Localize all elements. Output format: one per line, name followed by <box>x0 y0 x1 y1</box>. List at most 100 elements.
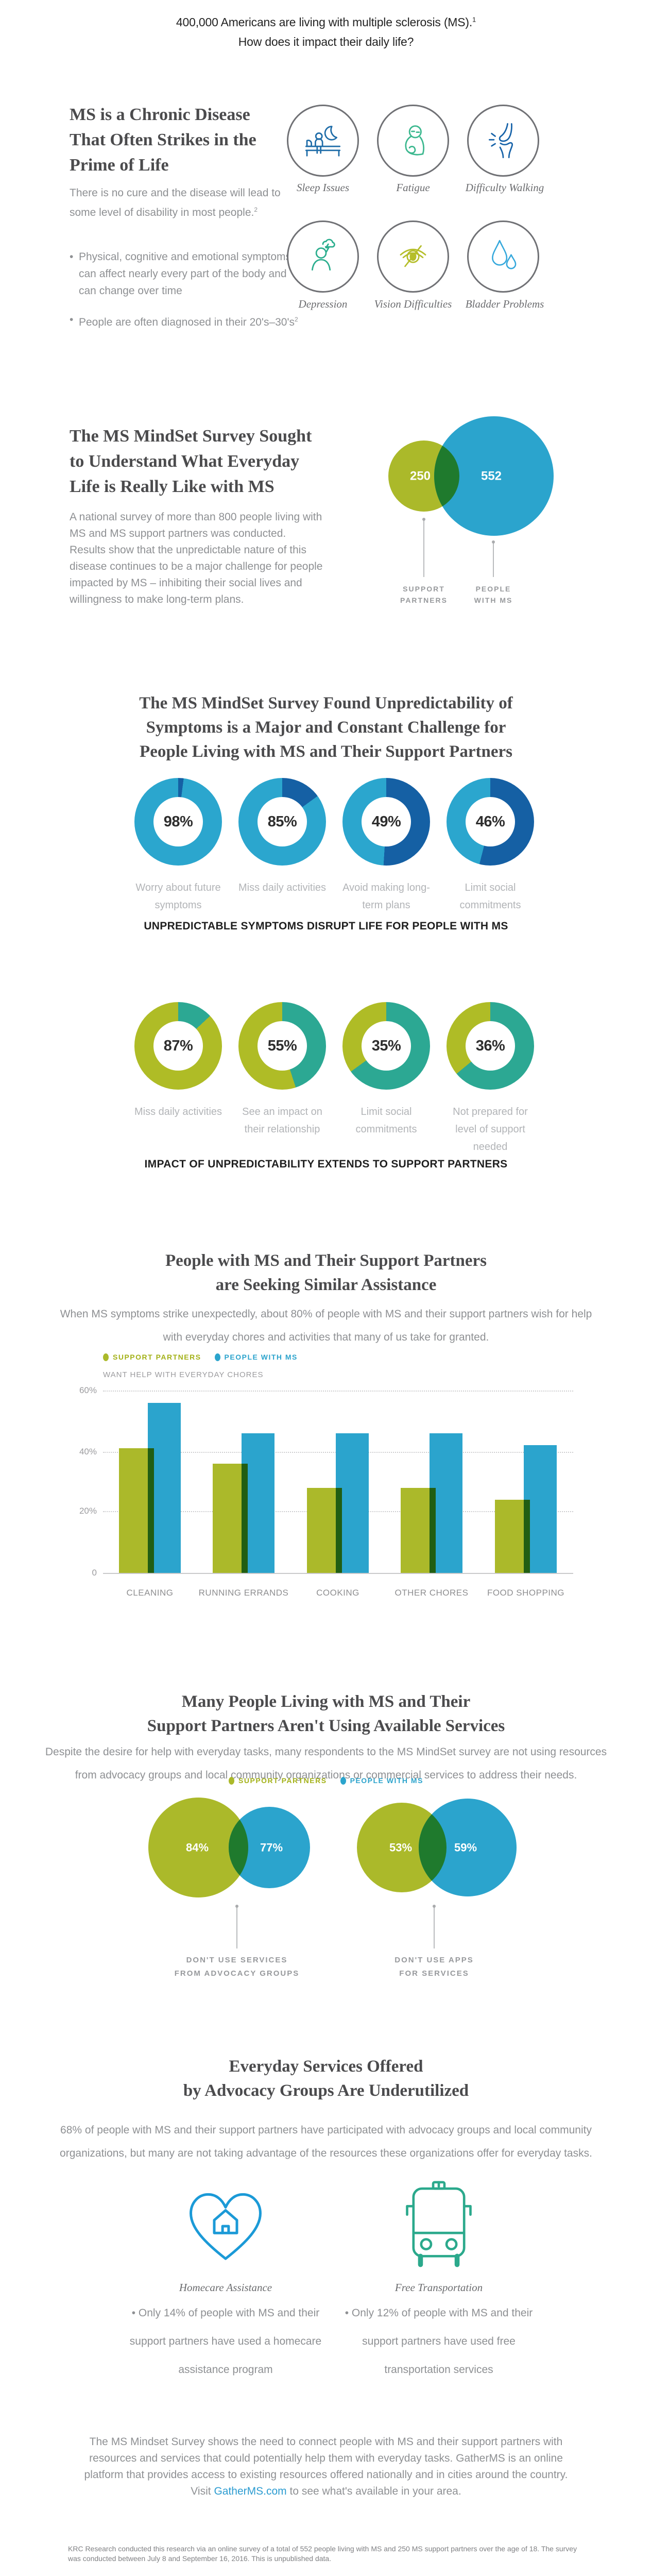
bar-chart-legend: SUPPORT PARTNERS PEOPLE WITH MS <box>103 1353 298 1361</box>
footnote-ref: 1 <box>472 15 476 24</box>
category-label: RUNNING ERRANDS <box>198 1588 289 1598</box>
advocacy-services-venn: 84% 77% <box>148 1798 310 1897</box>
legend-people-with-ms: PEOPLE WITH MS <box>214 1353 298 1361</box>
donut-chart: 87% <box>134 1002 222 1090</box>
survey-sample-venn: 250 552 <box>388 416 554 536</box>
homecare-assistance-icon <box>190 2193 262 2260</box>
bladder-problems-icon <box>492 240 517 269</box>
donut-hole: 98% <box>153 797 203 846</box>
symptom-label: Depression <box>298 298 348 310</box>
bar-chart-plot <box>103 1391 573 1574</box>
donut-label: See an impact on their relationship <box>242 1106 322 1135</box>
donut-chart: 85% <box>238 778 326 866</box>
donut-percent: 49% <box>371 813 401 830</box>
section3-title: The MS MindSet Survey Found Unpredictabi… <box>139 694 513 761</box>
bullet-icon: • <box>131 2307 139 2319</box>
symptom-label: Sleep Issues <box>296 181 350 194</box>
donut-cell: 46% Limit social commitments <box>438 778 542 914</box>
symptom-circle-sleep <box>287 105 359 177</box>
donut-cell: 85% Miss daily activities <box>230 778 334 914</box>
venn-ms-circle <box>434 416 554 536</box>
footnote-ref: 2 <box>254 206 258 213</box>
donut-cell: 35% Limit social commitments <box>334 1002 438 1156</box>
donut-chart: 35% <box>342 1002 430 1090</box>
depression-icon <box>311 239 335 271</box>
symptom-circle-depression <box>287 221 359 293</box>
venn-support-pct: 84% <box>186 1841 209 1854</box>
section4-title: People with MS and Their Support Partner… <box>165 1251 487 1294</box>
donut-hole: 36% <box>466 1021 515 1071</box>
references-block: KRC Research conducted this research via… <box>68 2544 588 2576</box>
symptom-label: Fatigue <box>396 181 430 194</box>
venn-ms-pct: 59% <box>454 1841 477 1854</box>
donut-hole: 46% <box>466 797 515 846</box>
gridline-60 <box>103 1391 573 1392</box>
venn-ms-circle <box>419 1799 517 1896</box>
venn-support-count: 250 <box>410 469 431 483</box>
bar-chart-label: WANT HELP WITH EVERYDAY CHORES <box>103 1370 264 1379</box>
donut-percent: 46% <box>475 813 505 830</box>
section4-subtitle: When MS symptoms strike unexpectedly, ab… <box>60 1308 592 1343</box>
free-transportation-icon <box>406 2181 472 2267</box>
category-label: OTHER CHORES <box>394 1588 469 1598</box>
donut-chart: 46% <box>447 778 534 866</box>
venn-ms-pct: 77% <box>260 1841 283 1854</box>
donut-label: Limit social commitments <box>355 1106 417 1135</box>
sleep-issues-icon <box>305 126 341 157</box>
donut-percent: 87% <box>163 1037 193 1054</box>
section2-body: A national survey of more than 800 peopl… <box>70 511 323 605</box>
venn-support-circle <box>148 1798 248 1897</box>
pointer-line <box>493 542 494 577</box>
donut-label: Limit social commitments <box>459 882 521 911</box>
donut-cell: 55% See an impact on their relationship <box>230 1002 334 1156</box>
legend-people-with-ms: PEOPLE WITH MS <box>340 1776 423 1785</box>
footer-paragraph: The MS Mindset Survey shows the need to … <box>84 2436 568 2497</box>
page-title: 400,000 Americans are living with multip… <box>0 15 652 29</box>
donut-percent: 36% <box>475 1037 505 1054</box>
symptom-label: Difficulty Walking <box>465 181 544 194</box>
donut-chart: 36% <box>447 1002 534 1090</box>
bullet-icon: • <box>70 251 74 263</box>
y-tick-0: 0 <box>92 1568 97 1578</box>
transportation-label: Free Transportation <box>394 2281 483 2294</box>
section1-intro: There is no cure and the disease will le… <box>70 187 281 218</box>
donut-percent: 98% <box>163 813 193 830</box>
donut-cell: 98% Worry about future symptoms <box>126 778 230 914</box>
venn-legend: SUPPORT PARTNERS PEOPLE WITH MS <box>0 1776 652 1785</box>
x-axis-line <box>103 1573 573 1574</box>
pointer-line <box>434 1906 435 1948</box>
category-label: FOOD SHOPPING <box>487 1588 565 1598</box>
section6-title: Everyday Services Offered by Advocacy Gr… <box>183 2057 469 2100</box>
donut-cell: 49% Avoid making long-term plans <box>334 778 438 914</box>
donut-cell: 36% Not prepared for level of support nee… <box>438 1002 542 1156</box>
symptom-circle-fatigue <box>377 105 449 177</box>
page-title-line1: 400,000 Americans are living with multip… <box>176 15 473 29</box>
donut-hole: 87% <box>153 1021 203 1071</box>
homecare-bullet: • Only 14% of people with MS and their s… <box>129 2307 322 2376</box>
vision-difficulties-icon <box>400 245 426 267</box>
transportation-bullet: • Only 12% of people with MS and their s… <box>345 2307 533 2376</box>
y-tick-40: 40% <box>79 1447 97 1456</box>
donut-chart: 98% <box>134 778 222 866</box>
bar-overlap <box>148 1448 154 1573</box>
venn-support-pct: 53% <box>389 1841 412 1854</box>
legend-blue-dot-icon <box>214 1353 220 1361</box>
donut-hole: 55% <box>258 1021 307 1071</box>
donut-label: Worry about future symptoms <box>135 882 221 911</box>
pointer-line <box>423 519 424 577</box>
gatherms-link[interactable]: GatherMS.com <box>214 2485 287 2497</box>
donut-cell: 87% Miss daily activities <box>126 1002 230 1156</box>
difficulty-walking-icon <box>488 123 513 159</box>
apps-services-venn: 53% 59% <box>357 1799 517 1896</box>
category-label: COOKING <box>316 1588 359 1598</box>
legend-support-partners: SUPPORT PARTNERS <box>103 1353 201 1361</box>
sp-donut-caption: IMPACT OF UNPREDICTABILITY EXTENDS TO SU… <box>144 1158 508 1170</box>
donut-hole: 35% <box>362 1021 411 1071</box>
pwms-donut-row: 98% Worry about future symptoms 85% Miss da… <box>126 778 543 914</box>
symptom-label: Vision Difficulties <box>374 298 452 310</box>
homecare-label: Homecare Assistance <box>179 2281 272 2294</box>
legend-support-partners: SUPPORT PARTNERS <box>229 1776 327 1785</box>
y-tick-20: 20% <box>79 1506 97 1516</box>
bar-overlap <box>430 1488 436 1573</box>
